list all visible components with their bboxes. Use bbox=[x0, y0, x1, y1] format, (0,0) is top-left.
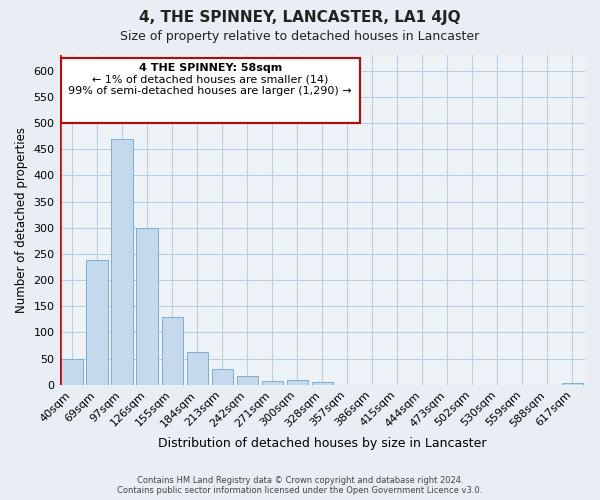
X-axis label: Distribution of detached houses by size in Lancaster: Distribution of detached houses by size … bbox=[158, 437, 487, 450]
Bar bbox=[61, 358, 83, 385]
Bar bbox=[161, 317, 183, 385]
Text: 99% of semi-detached houses are larger (1,290) →: 99% of semi-detached houses are larger (… bbox=[68, 86, 352, 96]
Bar bbox=[287, 380, 308, 385]
Text: ← 1% of detached houses are smaller (14): ← 1% of detached houses are smaller (14) bbox=[92, 74, 328, 85]
Bar bbox=[86, 260, 108, 385]
FancyBboxPatch shape bbox=[61, 58, 360, 123]
Text: 4 THE SPINNEY: 58sqm: 4 THE SPINNEY: 58sqm bbox=[139, 63, 282, 73]
Text: Size of property relative to detached houses in Lancaster: Size of property relative to detached ho… bbox=[121, 30, 479, 43]
Bar bbox=[311, 382, 333, 385]
Bar bbox=[112, 139, 133, 385]
Bar bbox=[136, 228, 158, 385]
Bar bbox=[187, 352, 208, 385]
Text: Contains HM Land Registry data © Crown copyright and database right 2024.
Contai: Contains HM Land Registry data © Crown c… bbox=[118, 476, 482, 495]
Y-axis label: Number of detached properties: Number of detached properties bbox=[15, 127, 28, 313]
Text: 4, THE SPINNEY, LANCASTER, LA1 4JQ: 4, THE SPINNEY, LANCASTER, LA1 4JQ bbox=[139, 10, 461, 25]
Bar bbox=[562, 384, 583, 385]
Bar bbox=[236, 376, 258, 385]
Bar bbox=[262, 380, 283, 385]
Bar bbox=[212, 369, 233, 385]
